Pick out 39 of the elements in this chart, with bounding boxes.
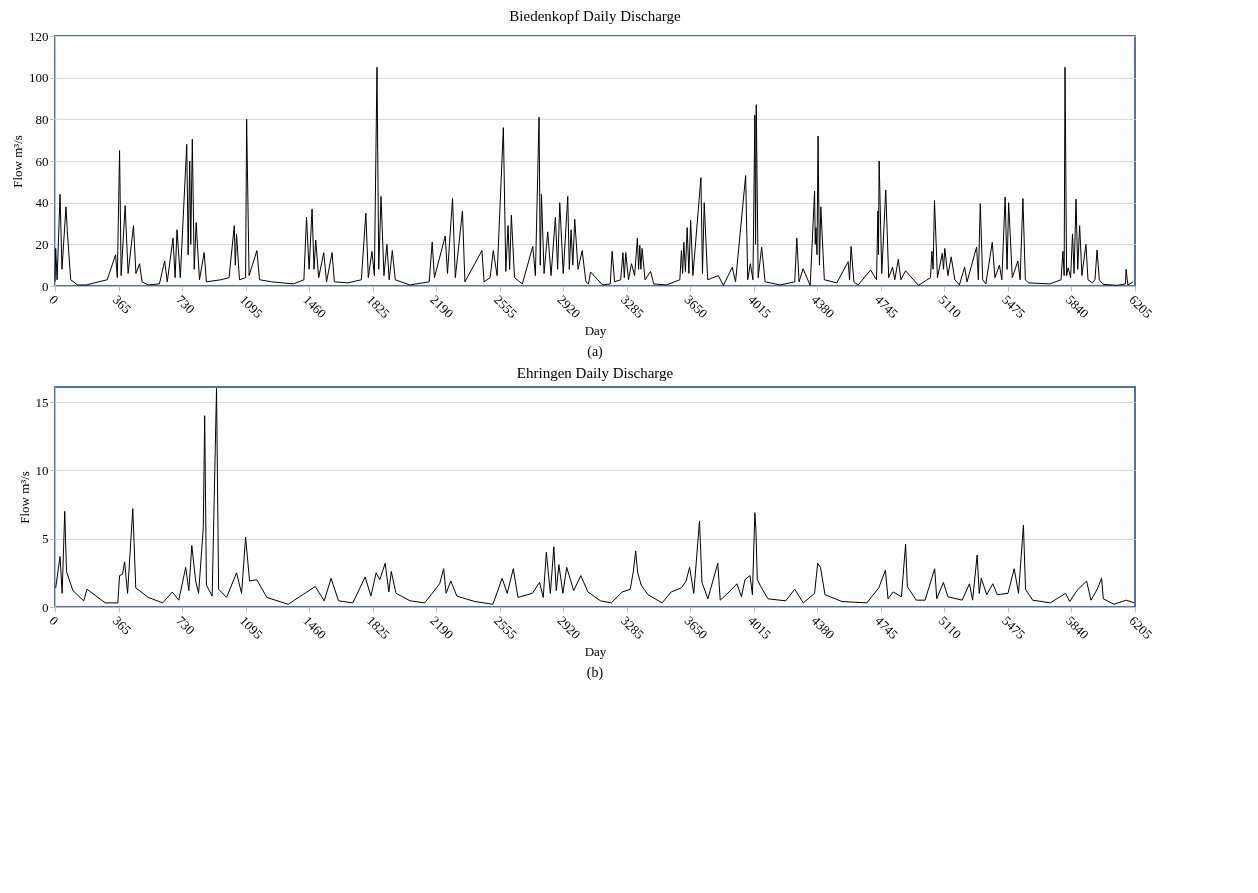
y-tick-label: 15 [35, 394, 49, 410]
x-tick-label: 365 [109, 613, 135, 638]
y-axis-title: Flow m³/s [10, 135, 25, 188]
x-tick-label: 4015 [745, 613, 775, 643]
y-tick-label: 100 [29, 70, 49, 86]
x-tick-label: 1460 [300, 292, 330, 322]
chart-title: Biedenkopf Daily Discharge [509, 8, 682, 24]
x-tick-label: 5110 [935, 292, 965, 321]
y-tick-label: 5 [42, 531, 49, 547]
x-axis-title: Day [584, 323, 607, 339]
x-tick-label: 4745 [872, 292, 902, 322]
y-axis-title: Flow m³/s [16, 471, 32, 524]
y-tick-label: 20 [35, 236, 49, 252]
y-tick-label: 80 [35, 111, 49, 127]
y-tick-label: 60 [35, 153, 49, 169]
x-tick-label: 365 [109, 292, 135, 317]
x-tick-label: 4380 [808, 613, 838, 643]
x-tick-label: 6205 [1126, 292, 1156, 322]
x-tick-label: 1460 [300, 613, 330, 643]
x-tick-label: 6205 [1126, 613, 1156, 643]
x-tick-label: 5110 [935, 613, 965, 642]
x-tick-label: 1825 [363, 613, 393, 643]
chart-title: Ehringen Daily Discharge [516, 365, 674, 381]
y-tick-label: 0 [42, 599, 49, 615]
x-tick-label: 4015 [745, 292, 775, 322]
y-tick-label: 10 [35, 462, 49, 478]
x-tick-label: 1095 [236, 292, 266, 322]
x-tick-label: 4380 [808, 292, 838, 322]
x-tick-label: 1095 [236, 613, 266, 643]
text: (b) [586, 665, 604, 681]
y-tick-label: 40 [35, 195, 49, 211]
y-tick-label: 0 [42, 278, 49, 294]
x-tick-label: 1825 [363, 292, 393, 322]
x-tick-label: 4745 [872, 613, 902, 643]
x-axis-title: Day [584, 644, 607, 660]
text: (a) [587, 344, 604, 360]
y-tick-label: 120 [29, 28, 49, 44]
x-tick-label: 730 [173, 292, 198, 317]
x-tick-label: 730 [173, 613, 198, 638]
